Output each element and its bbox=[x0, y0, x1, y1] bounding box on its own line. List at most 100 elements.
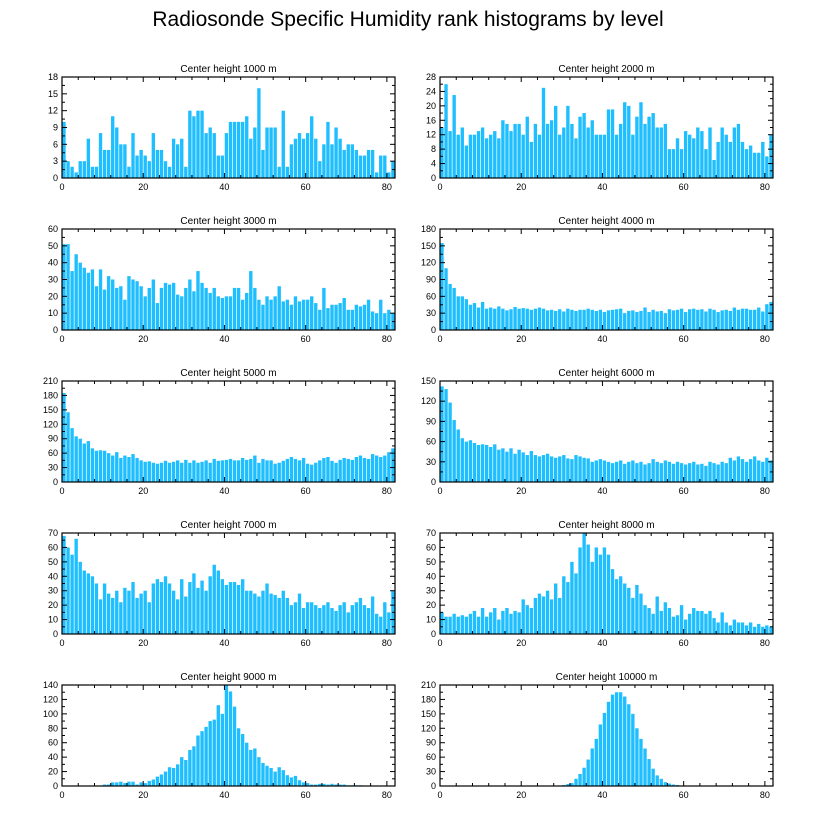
histogram-bar bbox=[277, 462, 281, 482]
panel-title: Center height 1000 m bbox=[180, 64, 276, 75]
histogram-bar bbox=[70, 554, 74, 634]
histogram-bar bbox=[623, 583, 627, 634]
histogram-bar bbox=[671, 616, 676, 634]
histogram-bar bbox=[240, 121, 245, 178]
y-tick-label: 60 bbox=[426, 542, 436, 552]
histogram-bar bbox=[301, 608, 306, 634]
histogram-bar bbox=[505, 451, 509, 482]
y-tick-label: 120 bbox=[421, 723, 436, 733]
histogram-bar bbox=[119, 781, 123, 786]
histogram-bar bbox=[696, 127, 700, 178]
histogram-bar bbox=[700, 463, 704, 482]
histogram-bar bbox=[338, 303, 342, 330]
histogram-bar bbox=[139, 149, 143, 178]
histogram-bar bbox=[594, 738, 598, 786]
histogram-bar bbox=[460, 615, 464, 634]
histogram-bar bbox=[94, 286, 99, 330]
histogram-bar bbox=[289, 777, 294, 786]
histogram-bar bbox=[330, 460, 334, 482]
histogram-bar bbox=[635, 584, 639, 634]
histogram-bar bbox=[598, 554, 603, 634]
histogram-bar bbox=[574, 310, 578, 330]
histogram-bar bbox=[521, 134, 525, 178]
y-tick-label: 9 bbox=[53, 123, 58, 133]
y-tick-label: 0 bbox=[53, 629, 58, 639]
histogram-bar bbox=[586, 544, 590, 634]
histogram-bar bbox=[293, 138, 298, 178]
x-tick-label: 80 bbox=[760, 182, 770, 192]
x-tick-label: 0 bbox=[437, 182, 442, 192]
histogram-bar bbox=[533, 308, 538, 330]
histogram-bar bbox=[456, 134, 460, 178]
y-tick-label: 0 bbox=[431, 629, 436, 639]
histogram-bar bbox=[765, 457, 769, 482]
histogram-bar bbox=[139, 286, 143, 330]
histogram-bar bbox=[346, 309, 350, 330]
histogram-bar bbox=[659, 463, 663, 482]
histogram-bar bbox=[562, 311, 566, 330]
histogram-bar bbox=[598, 309, 603, 330]
histogram-bar bbox=[663, 123, 668, 178]
histogram-bar bbox=[90, 269, 95, 330]
histogram-bar bbox=[480, 608, 485, 634]
histogram-bar bbox=[180, 462, 184, 482]
histogram-bar bbox=[171, 138, 176, 178]
histogram-bar bbox=[537, 307, 542, 330]
histogram-bar bbox=[586, 458, 590, 482]
histogram-bar bbox=[281, 301, 285, 330]
histogram-bar bbox=[330, 144, 334, 178]
histogram-bar bbox=[521, 308, 525, 330]
histogram-bar bbox=[180, 296, 184, 330]
y-tick-label: 120 bbox=[421, 396, 436, 406]
histogram-bar bbox=[135, 784, 139, 786]
histogram-bar bbox=[509, 448, 513, 482]
histogram-bar bbox=[541, 308, 546, 330]
histogram-bar bbox=[578, 309, 582, 330]
histogram-bar bbox=[618, 692, 623, 786]
histogram-bar bbox=[322, 783, 326, 786]
x-tick-label: 20 bbox=[516, 790, 526, 800]
x-tick-label: 0 bbox=[59, 638, 64, 648]
histogram-bar bbox=[314, 605, 318, 634]
histogram-bar bbox=[342, 149, 346, 178]
histogram-bar bbox=[212, 287, 216, 330]
histogram-bar bbox=[509, 131, 513, 178]
y-tick-label: 50 bbox=[426, 557, 436, 567]
histogram-bar bbox=[614, 461, 619, 482]
histogram-bar bbox=[578, 116, 582, 178]
histogram-bar bbox=[700, 309, 704, 330]
histogram-bar bbox=[627, 461, 631, 482]
y-tick-label: 20 bbox=[48, 767, 58, 777]
histogram-bar bbox=[163, 161, 168, 178]
histogram-bar bbox=[82, 570, 86, 634]
y-tick-label: 40 bbox=[48, 571, 58, 581]
histogram-bar bbox=[82, 443, 86, 482]
histogram-bar bbox=[281, 590, 285, 634]
histogram-bar bbox=[289, 605, 294, 634]
histogram-bar bbox=[297, 301, 302, 330]
histogram-bar bbox=[131, 781, 135, 786]
histogram-panel: Center height 7000 m 0 20 40 60 80 0 10 20 30 40 50… bbox=[48, 520, 396, 648]
histogram-bar bbox=[590, 309, 594, 330]
histogram-bar bbox=[163, 282, 168, 330]
x-tick-label: 40 bbox=[597, 486, 607, 496]
histogram-bar bbox=[752, 626, 757, 634]
histogram-bar bbox=[606, 554, 611, 634]
histogram-bar bbox=[525, 455, 529, 482]
histogram-bar bbox=[513, 123, 517, 178]
histogram-bar bbox=[728, 310, 732, 330]
y-tick-label: 150 bbox=[43, 405, 58, 415]
histogram-bar bbox=[208, 292, 212, 330]
histogram-bar bbox=[448, 131, 452, 178]
histogram-bar bbox=[476, 131, 481, 178]
x-tick-label: 60 bbox=[679, 638, 689, 648]
histogram-bar bbox=[667, 783, 672, 786]
x-tick-label: 0 bbox=[437, 486, 442, 496]
y-tick-label: 60 bbox=[48, 738, 58, 748]
x-tick-label: 80 bbox=[382, 638, 392, 648]
y-tick-label: 30 bbox=[426, 586, 436, 596]
histogram-bar bbox=[558, 456, 562, 482]
histogram-bar bbox=[176, 599, 180, 634]
histogram-bar bbox=[757, 623, 761, 634]
histogram-bar bbox=[216, 460, 220, 482]
